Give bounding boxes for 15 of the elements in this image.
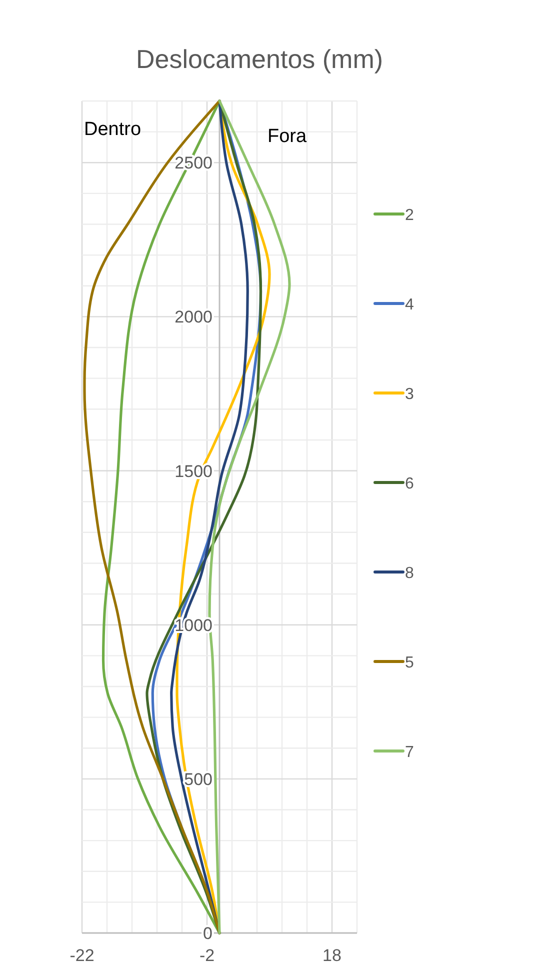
legend-label: 2 — [405, 207, 414, 224]
legend-label: 7 — [405, 744, 414, 761]
annotation: Dentro — [84, 119, 142, 140]
annotation: Fora — [268, 126, 307, 147]
legend-label: 3 — [405, 386, 414, 403]
legend-label: 5 — [405, 654, 414, 672]
x-tick-label: -22 — [70, 946, 94, 965]
legend-label: 8 — [405, 565, 414, 582]
y-tick-label: 2000 — [174, 308, 212, 327]
legend-label: 4 — [405, 296, 414, 314]
x-tick-label: 18 — [322, 946, 342, 965]
chart-title: Deslocamentos (mm) — [136, 44, 384, 74]
y-tick-label: 0 — [203, 924, 212, 943]
legend-label: 6 — [405, 476, 414, 492]
x-tick-label: -2 — [199, 946, 215, 965]
